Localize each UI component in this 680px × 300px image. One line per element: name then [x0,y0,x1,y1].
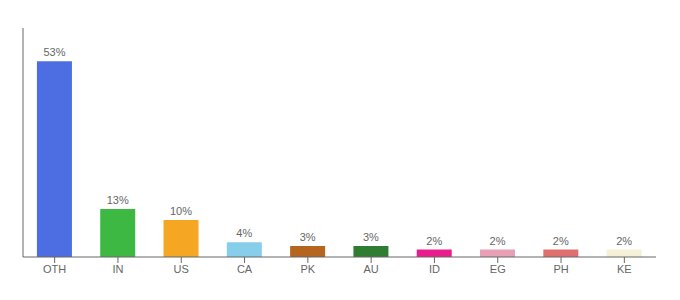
svg-text:IN: IN [112,263,123,275]
svg-text:EG: EG [490,263,506,275]
svg-text:2%: 2% [490,235,506,247]
svg-text:3%: 3% [363,231,379,243]
svg-text:2%: 2% [426,235,442,247]
svg-text:ID: ID [429,263,440,275]
svg-text:KE: KE [617,263,632,275]
svg-text:4%: 4% [236,227,252,239]
svg-text:2%: 2% [616,235,632,247]
svg-text:CA: CA [237,263,253,275]
svg-text:53%: 53% [43,46,65,58]
svg-text:US: US [174,263,189,275]
svg-text:3%: 3% [300,231,316,243]
svg-text:10%: 10% [170,205,192,217]
svg-text:2%: 2% [553,235,569,247]
svg-text:PK: PK [301,263,316,275]
svg-text:13%: 13% [107,194,129,206]
svg-text:OTH: OTH [43,263,66,275]
svg-text:PH: PH [553,263,568,275]
svg-text:AU: AU [364,263,379,275]
